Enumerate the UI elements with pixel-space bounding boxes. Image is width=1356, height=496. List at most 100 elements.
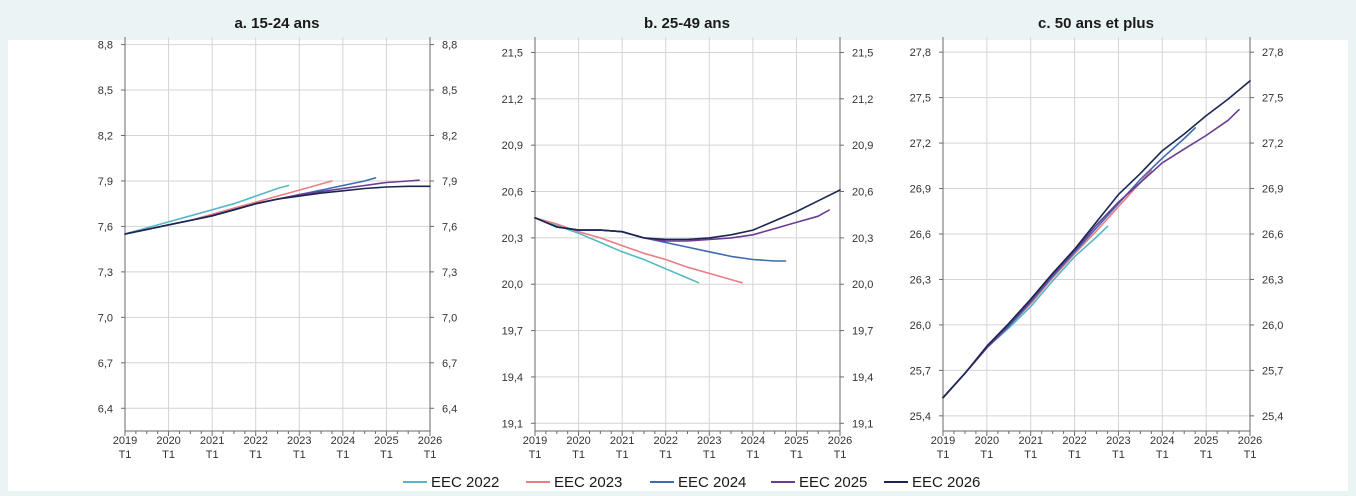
series-line — [942, 108, 1240, 399]
y-tick-label-left: 7,0 — [98, 312, 113, 324]
y-tick-label-right: 27,8 — [1262, 47, 1283, 59]
y-tick-label-left: 6,4 — [98, 403, 113, 415]
x-tick-label-year: 2026 — [1238, 435, 1262, 447]
y-tick-label-left: 20,9 — [502, 140, 523, 152]
y-tick-label-left: 26,0 — [910, 320, 931, 332]
y-tick-label-right: 27,5 — [1262, 93, 1283, 105]
legend-label: EEC 2023 — [554, 474, 622, 491]
y-tick-label-left: 20,6 — [502, 187, 523, 199]
y-tick-label-right: 21,5 — [852, 47, 873, 59]
x-tick-label-year: 2021 — [610, 435, 634, 447]
x-tick-label-year: 2023 — [697, 435, 721, 447]
x-tick-label-year: 2026 — [828, 435, 852, 447]
y-tick-label-right: 25,4 — [1262, 411, 1283, 423]
panel-title: a. 15-24 ans — [234, 15, 319, 32]
y-tick-label-right: 26,3 — [1262, 274, 1283, 286]
x-tick-label-year: 2019 — [523, 435, 547, 447]
x-tick-label-year: 2021 — [1018, 435, 1042, 447]
y-tick-label-right: 6,7 — [442, 358, 457, 370]
x-tick-label-year: 2023 — [287, 435, 311, 447]
legend-label: EEC 2025 — [799, 474, 867, 491]
y-tick-label-right: 7,6 — [442, 221, 457, 233]
x-tick-label-quarter: T1 — [249, 449, 262, 461]
x-tick-label-year: 2020 — [975, 435, 999, 447]
x-tick-label-quarter: T1 — [380, 449, 393, 461]
y-tick-label-left: 8,8 — [98, 40, 113, 52]
x-tick-label-quarter: T1 — [703, 449, 716, 461]
x-tick-label-year: 2020 — [156, 435, 180, 447]
y-tick-label-right: 8,2 — [442, 131, 457, 143]
x-tick-label-year: 2022 — [1062, 435, 1086, 447]
x-tick-label-quarter: T1 — [790, 449, 803, 461]
x-tick-label-year: 2022 — [243, 435, 267, 447]
x-tick-label-quarter: T1 — [1112, 449, 1125, 461]
y-tick-label-right: 26,6 — [1262, 229, 1283, 241]
y-tick-label-right: 27,2 — [1262, 138, 1283, 150]
x-tick-label-quarter: T1 — [746, 449, 759, 461]
y-tick-label-left: 6,7 — [98, 358, 113, 370]
y-tick-label-left: 27,8 — [910, 47, 931, 59]
y-tick-label-left: 20,0 — [502, 279, 523, 291]
y-tick-label-left: 20,3 — [502, 233, 523, 245]
y-tick-label-left: 21,5 — [502, 47, 523, 59]
y-tick-label-right: 19,1 — [852, 418, 873, 430]
x-tick-label-quarter: T1 — [1156, 449, 1169, 461]
y-tick-label-right: 20,3 — [852, 233, 873, 245]
x-tick-label-year: 2025 — [374, 435, 398, 447]
x-tick-label-year: 2024 — [331, 435, 355, 447]
x-tick-label-quarter: T1 — [162, 449, 175, 461]
y-tick-label-left: 7,9 — [98, 176, 113, 188]
x-tick-label-quarter: T1 — [529, 449, 542, 461]
y-tick-label-right: 21,2 — [852, 94, 873, 106]
y-tick-label-right: 7,3 — [442, 267, 457, 279]
y-tick-label-right: 25,7 — [1262, 365, 1283, 377]
x-tick-label-quarter: T1 — [980, 449, 993, 461]
y-tick-label-right: 7,9 — [442, 176, 457, 188]
x-tick-label-quarter: T1 — [293, 449, 306, 461]
x-tick-label-year: 2025 — [784, 435, 808, 447]
x-tick-label-year: 2023 — [1106, 435, 1130, 447]
series-line — [124, 184, 290, 235]
y-tick-label-left: 27,5 — [910, 93, 931, 105]
y-tick-label-left: 8,2 — [98, 131, 113, 143]
x-tick-label-quarter: T1 — [659, 449, 672, 461]
panel-title: c. 50 ans et plus — [1038, 15, 1154, 32]
y-tick-label-right: 7,0 — [442, 312, 457, 324]
series-line — [942, 80, 1251, 399]
y-tick-label-left: 25,7 — [910, 365, 931, 377]
series-line — [124, 185, 431, 235]
y-tick-label-right: 20,9 — [852, 140, 873, 152]
x-tick-label-year: 2019 — [113, 435, 137, 447]
y-tick-label-left: 7,6 — [98, 221, 113, 233]
x-tick-label-year: 2019 — [931, 435, 955, 447]
panel-title: b. 25-49 ans — [644, 15, 730, 32]
y-tick-label-left: 7,3 — [98, 267, 113, 279]
x-tick-label-year: 2022 — [653, 435, 677, 447]
y-tick-label-left: 19,4 — [502, 372, 523, 384]
y-tick-label-right: 20,0 — [852, 279, 873, 291]
y-tick-label-right: 19,7 — [852, 326, 873, 338]
x-tick-label-quarter: T1 — [1068, 449, 1081, 461]
x-tick-label-quarter: T1 — [572, 449, 585, 461]
y-tick-label-right: 19,4 — [852, 372, 873, 384]
legend-label: EEC 2026 — [912, 474, 980, 491]
x-tick-label-year: 2025 — [1194, 435, 1218, 447]
x-tick-label-year: 2024 — [741, 435, 765, 447]
y-tick-label-right: 8,8 — [442, 40, 457, 52]
x-tick-label-quarter: T1 — [1024, 449, 1037, 461]
y-tick-label-left: 27,2 — [910, 138, 931, 150]
y-tick-label-left: 25,4 — [910, 411, 931, 423]
x-tick-label-quarter: T1 — [1244, 449, 1257, 461]
y-tick-label-right: 26,0 — [1262, 320, 1283, 332]
y-tick-label-left: 8,5 — [98, 85, 113, 97]
x-tick-label-quarter: T1 — [834, 449, 847, 461]
y-tick-label-left: 19,7 — [502, 326, 523, 338]
x-tick-label-year: 2020 — [566, 435, 590, 447]
x-tick-label-quarter: T1 — [616, 449, 629, 461]
y-tick-label-right: 6,4 — [442, 403, 457, 415]
x-tick-label-quarter: T1 — [336, 449, 349, 461]
y-tick-label-left: 26,3 — [910, 274, 931, 286]
y-tick-label-right: 8,5 — [442, 85, 457, 97]
y-tick-label-left: 26,9 — [910, 184, 931, 196]
